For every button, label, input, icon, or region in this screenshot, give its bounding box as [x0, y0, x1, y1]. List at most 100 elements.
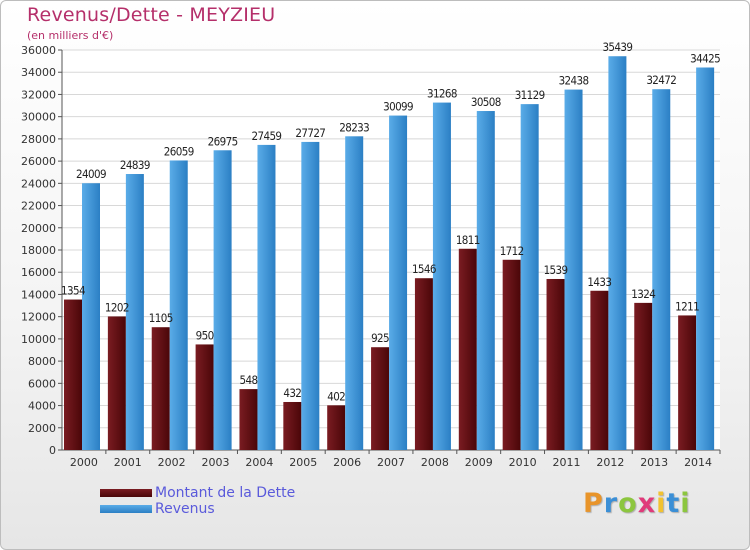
bar-revenus [213, 150, 232, 450]
bar-dette [327, 405, 346, 450]
value-label-revenus: 32438 [559, 74, 589, 88]
chart-subtitle: (en milliers d'€) [27, 29, 114, 42]
x-tick-label: 2001 [114, 456, 142, 469]
value-label-dette: 950 [196, 328, 214, 342]
x-tick-label: 2005 [289, 456, 317, 469]
value-label-dette: 1354 [61, 284, 85, 298]
value-label-dette: 925 [371, 331, 389, 345]
logo-letter: t [666, 488, 681, 519]
value-label-dette: 1546 [412, 262, 436, 276]
bar-revenus [564, 89, 583, 451]
y-tick-label: 34000 [21, 66, 56, 79]
x-tick-label: 2012 [596, 456, 624, 469]
legend-swatch-revenus [100, 505, 152, 513]
bar-revenus [82, 183, 100, 450]
value-label-revenus: 27459 [252, 129, 282, 143]
value-label-revenus: 30099 [383, 100, 413, 114]
bar-revenus [608, 56, 627, 450]
logo-letter: P [583, 488, 604, 519]
x-tick-label: 2007 [377, 456, 405, 469]
y-tick-label: 14000 [21, 288, 56, 301]
logo-letter: i [656, 488, 667, 519]
value-label-dette: 1433 [587, 275, 611, 289]
y-tick-label: 36000 [21, 44, 56, 57]
x-tick-label: 2004 [245, 456, 273, 469]
value-label-revenus: 31129 [515, 88, 545, 102]
y-tick-label: 20000 [21, 222, 56, 235]
x-tick-label: 2006 [333, 456, 361, 469]
bar-revenus [389, 115, 408, 451]
value-label-dette: 548 [239, 373, 257, 387]
value-label-dette: 1811 [456, 233, 480, 247]
value-label-revenus: 31268 [427, 87, 457, 101]
bar-revenus [476, 111, 495, 451]
bar-dette [546, 278, 565, 450]
x-tick-label: 2009 [465, 456, 493, 469]
value-label-revenus: 28233 [339, 120, 369, 134]
value-label-dette: 1202 [105, 300, 129, 314]
y-tick-label: 4000 [28, 400, 56, 413]
value-label-revenus: 32472 [646, 73, 676, 87]
y-tick-label: 28000 [21, 133, 56, 146]
value-label-revenus: 27727 [295, 126, 325, 140]
value-label-dette: 1105 [149, 311, 173, 325]
value-label-revenus: 26059 [164, 144, 194, 158]
legend-label-dette: Montant de la Dette [155, 485, 296, 501]
value-label-dette: 1324 [631, 287, 655, 301]
bar-revenus [125, 174, 144, 450]
value-label-revenus: 24839 [120, 158, 150, 172]
bar-dette [107, 316, 126, 450]
bar-dette [64, 299, 82, 450]
bar-dette [590, 290, 609, 450]
x-tick-label: 2010 [509, 456, 537, 469]
bar-dette [678, 315, 697, 450]
bar-revenus [520, 104, 539, 450]
bar-dette [151, 327, 170, 450]
value-label-dette: 432 [283, 386, 301, 400]
x-tick-label: 2008 [421, 456, 449, 469]
bar-dette [371, 347, 390, 450]
bar-dette [458, 248, 477, 450]
logo-letter: o [618, 488, 638, 519]
bar-dette [239, 389, 258, 450]
bar-revenus [432, 102, 451, 451]
y-tick-label: 26000 [21, 155, 56, 168]
bar-dette [502, 259, 521, 450]
y-tick-label: 16000 [21, 266, 56, 279]
y-tick-label: 8000 [28, 355, 56, 368]
y-tick-label: 12000 [21, 311, 56, 324]
value-label-dette: 1539 [544, 263, 568, 277]
bar-revenus [169, 160, 188, 450]
bar-revenus [257, 144, 276, 450]
logo-letter: x [637, 488, 657, 519]
legend-swatch-dette [100, 489, 152, 497]
x-tick-label: 2014 [684, 456, 712, 469]
chart-title: Revenus/Dette - MEYZIEU [27, 4, 276, 26]
x-tick-label: 2000 [70, 456, 98, 469]
bar-dette [634, 302, 653, 450]
value-label-revenus: 34425 [690, 52, 720, 66]
bar-revenus [345, 136, 364, 451]
bar-revenus [652, 89, 671, 450]
value-label-dette: 1712 [500, 244, 524, 258]
y-tick-label: 22000 [21, 200, 56, 213]
bar-dette [195, 344, 214, 450]
y-tick-label: 32000 [21, 88, 56, 101]
bar-dette [414, 278, 433, 450]
legend-label-revenus: Revenus [155, 501, 215, 517]
y-tick-label: 18000 [21, 244, 56, 257]
value-label-revenus: 26975 [208, 134, 238, 148]
value-label-dette: 1211 [675, 299, 699, 313]
value-label-revenus: 24009 [76, 167, 106, 181]
x-tick-label: 2011 [552, 456, 580, 469]
y-tick-label: 2000 [28, 422, 56, 435]
bar-revenus [696, 67, 715, 450]
y-tick-label: 30000 [21, 111, 56, 124]
logo-letter: r [603, 488, 619, 519]
y-tick-label: 0 [49, 444, 56, 457]
x-tick-label: 2003 [202, 456, 230, 469]
bar-revenus [301, 141, 320, 450]
x-tick-label: 2013 [640, 456, 668, 469]
value-label-revenus: 35439 [602, 40, 632, 54]
